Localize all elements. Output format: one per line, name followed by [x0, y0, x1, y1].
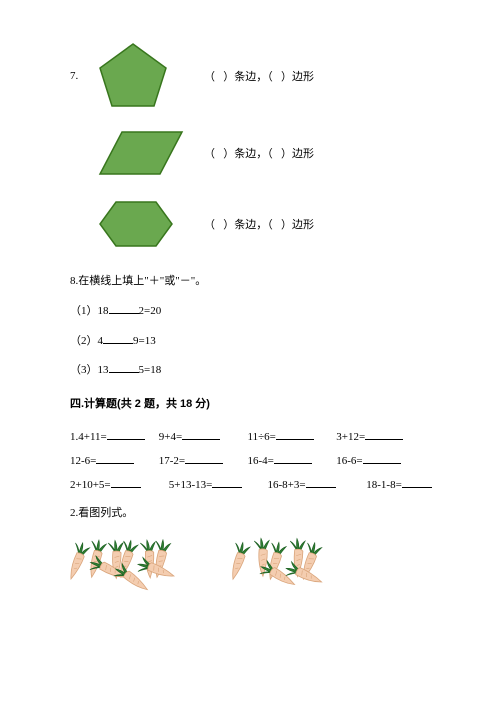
eq-1-1: 1.4+11= — [70, 431, 107, 443]
section4-title: 四.计算题(共 2 题，共 18 分) — [70, 395, 440, 415]
hexagon-text-b: ）条边，（ — [223, 219, 273, 231]
pentagon-text-c: ）边形 — [281, 71, 314, 83]
eq-1-4: 3+12= — [336, 431, 365, 443]
carrot-group-2 — [230, 535, 340, 615]
eq-3-2: 5+13-13= — [169, 479, 213, 491]
q8-2-b: 9=13 — [133, 335, 156, 347]
hexagon-shape — [94, 194, 204, 254]
eq-1-2: 9+4= — [159, 431, 182, 443]
q8-item-2: （2）4 9=13 — [70, 332, 440, 352]
pentagon-text: （ ）条边，（ ）边形 — [204, 68, 314, 84]
q8-1-blank — [109, 302, 139, 314]
hexagon-text-c: ）边形 — [281, 219, 314, 231]
parallelogram-text: （ ）条边，（ ）边形 — [204, 145, 314, 161]
q8-1-b: 2=20 — [139, 305, 162, 317]
carrot-group-1 — [70, 535, 200, 615]
parallelogram-text-c: ）边形 — [281, 148, 314, 160]
calc-row-1: 1.4+11= 9+4= 11÷6= 3+12= — [70, 425, 440, 449]
q7-shape-row-pentagon: 7. （ ）条边，（ ）边形 — [70, 40, 440, 112]
pentagon-text-b: ）条边，（ — [223, 71, 273, 83]
parallelogram-text-b: ）条边，（ — [223, 148, 273, 160]
eq-3-1: 2+10+5= — [70, 479, 111, 491]
eq-3-4: 18-1-8= — [366, 479, 402, 491]
q8-title: 8.在横线上填上"＋"或"－"。 — [70, 272, 440, 292]
calc-row-3: 2+10+5= 5+13-13= 16-8+3= 18-1-8= — [70, 473, 440, 497]
q8-2-blank — [103, 332, 133, 344]
q8-2-a: （2）4 — [70, 335, 103, 347]
hexagon-text: （ ）条边，（ ）边形 — [204, 216, 314, 232]
q8-item-3: （3）13 5=18 — [70, 361, 440, 381]
eq-2-2: 17-2= — [159, 455, 185, 467]
parallelogram-shape — [94, 124, 204, 182]
q8-1-a: （1）18 — [70, 305, 109, 317]
section4-q2: 2.看图列式。 — [70, 504, 440, 524]
pentagon-text-a: （ — [204, 71, 215, 83]
calc-row-2: 12-6= 17-2= 16-4= 16-6= — [70, 449, 440, 473]
hexagon-text-a: （ — [204, 219, 215, 231]
q7-shape-row-parallelogram: （ ）条边，（ ）边形 — [70, 124, 440, 182]
q8-3-b: 5=18 — [139, 364, 162, 376]
eq-2-1: 12-6= — [70, 455, 96, 467]
pentagon-shape — [94, 40, 204, 112]
q8-3-blank — [109, 361, 139, 373]
eq-3-3: 16-8+3= — [268, 479, 306, 491]
eq-2-3: 16-4= — [248, 455, 274, 467]
q7-number: 7. — [70, 70, 90, 82]
carrot-groups — [70, 535, 440, 615]
parallelogram-text-a: （ — [204, 148, 215, 160]
q8-item-1: （1）18 2=20 — [70, 302, 440, 322]
eq-1-3: 11÷6= — [248, 431, 276, 443]
q8-3-a: （3）13 — [70, 364, 109, 376]
eq-2-4: 16-6= — [336, 455, 362, 467]
q7-shape-row-hexagon: （ ）条边，（ ）边形 — [70, 194, 440, 254]
